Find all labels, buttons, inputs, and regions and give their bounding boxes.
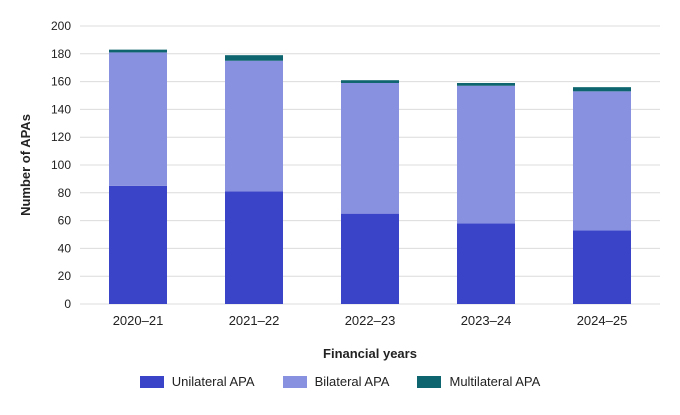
x-tick-label: 2020–21 [113,313,164,328]
legend-label: Multilateral APA [449,374,541,389]
bar-multilateral-apa [573,87,631,92]
bar-unilateral-apa [573,230,631,304]
y-axis-label: Number of APAs [18,114,33,216]
bar-unilateral-apa [225,191,283,304]
bar-bilateral-apa [341,82,399,214]
bar-multilateral-apa [457,82,515,86]
y-tick-label: 60 [58,214,72,228]
y-tick-label: 20 [58,269,72,283]
y-tick-label: 140 [51,102,71,116]
x-tick-label: 2024–25 [577,313,628,328]
legend-swatch [282,375,307,388]
y-tick-label: 180 [51,47,71,61]
y-tick-label: 40 [58,241,72,255]
legend-swatch [139,375,164,388]
legend-item: Unilateral APA [139,374,255,389]
bar-bilateral-apa [225,60,283,192]
y-tick-label: 100 [51,158,71,172]
bar-bilateral-apa [109,52,167,186]
y-tick-label: 200 [51,19,71,33]
x-axis-label: Financial years [323,346,417,361]
legend-swatch [417,375,442,388]
x-tick-label: 2023–24 [461,313,512,328]
bar-unilateral-apa [109,185,167,304]
bar-multilateral-apa [341,80,399,83]
bar-multilateral-apa [225,55,283,61]
bar-unilateral-apa [341,213,399,304]
y-tick-label: 80 [58,186,72,200]
y-tick-label: 0 [64,297,71,311]
legend-label: Unilateral APA [171,374,255,389]
bar-unilateral-apa [457,223,515,304]
legend-item: Bilateral APA [282,374,390,389]
bar-bilateral-apa [457,85,515,224]
bar-multilateral-apa [109,49,167,53]
x-tick-label: 2021–22 [229,313,280,328]
legend-item: Multilateral APA [417,374,540,389]
legend-label: Bilateral APA [314,374,390,389]
legend: Unilateral APA Bilateral APA Multilateral … [0,374,680,389]
y-tick-label: 160 [51,75,71,89]
bar-bilateral-apa [573,91,631,231]
y-tick-label: 120 [51,130,71,144]
x-tick-label: 2022–23 [345,313,396,328]
